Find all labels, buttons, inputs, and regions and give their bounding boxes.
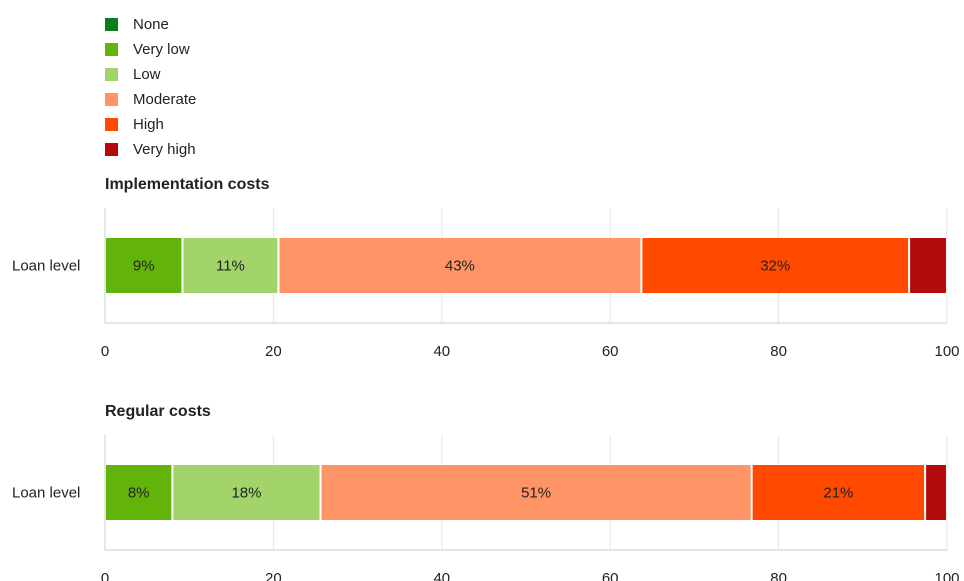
legend-label: Moderate [133,91,197,108]
data-label: 32% [760,258,790,275]
bar-segment [173,465,320,520]
bar-segment [910,238,946,293]
bar-segment [926,465,946,520]
legend-item: Low [105,62,196,87]
x-tick-label: 80 [770,343,787,360]
category-label: Loan level [12,258,80,275]
bar-segment [106,238,182,293]
legend-item: Moderate [105,87,196,112]
x-tick-label: 0 [101,570,109,581]
chart-implementation-costs: Implementation costs 0 20 40 60 80 100 Loan le… [0,176,964,360]
legend-label: None [133,16,169,33]
legend-label: Very low [133,41,190,58]
data-label: 21% [823,485,853,502]
x-tick-label: 20 [265,570,282,581]
legend-item: Very high [105,137,196,162]
x-tick-label: 40 [433,343,450,360]
bar-segment [279,238,641,293]
legend-swatch [105,143,118,156]
legend-label: Low [133,66,161,83]
data-label: 18% [231,485,261,502]
legend-swatch [105,68,118,81]
x-tick-label: 0 [101,343,109,360]
x-tick-label: 60 [602,570,619,581]
legend-label: Very high [133,141,196,158]
legend-label: High [133,116,164,133]
chart-plot: 0 20 40 60 80 100 Loan level 8% 18% 51% 21% [12,435,960,581]
bar-segment [752,465,925,520]
legend-swatch [105,18,118,31]
data-label: 51% [521,485,551,502]
data-label: 9% [133,258,155,275]
legend-swatch [105,93,118,106]
data-label: 11% [216,258,245,275]
x-tick-label: 100 [934,570,959,581]
data-label: 43% [445,258,475,275]
x-tick-label: 40 [433,570,450,581]
legend-item: High [105,112,196,137]
x-tick-label: 60 [602,343,619,360]
legend-item: None [105,12,196,37]
chart-title: Regular costs [105,403,211,420]
bar-segment [642,238,909,293]
x-tick-label: 80 [770,570,787,581]
bar-segment [106,465,172,520]
legend-item: Very low [105,37,196,62]
bar-segment [321,465,751,520]
category-label: Loan level [12,485,80,502]
chart-plot: 0 20 40 60 80 100 Loan level 9% 11% 43% 32% [12,208,960,360]
legend: None Very low Low Moderate High Very high [105,12,196,162]
bar-segment [183,238,278,293]
chart-title: Implementation costs [105,176,270,193]
legend-swatch [105,118,118,131]
x-tick-label: 20 [265,343,282,360]
chart-regular-costs: Regular costs 0 20 40 60 80 100 Loan level 8% 18… [0,403,964,581]
data-label: 8% [128,485,150,502]
legend-swatch [105,43,118,56]
x-tick-label: 100 [934,343,959,360]
